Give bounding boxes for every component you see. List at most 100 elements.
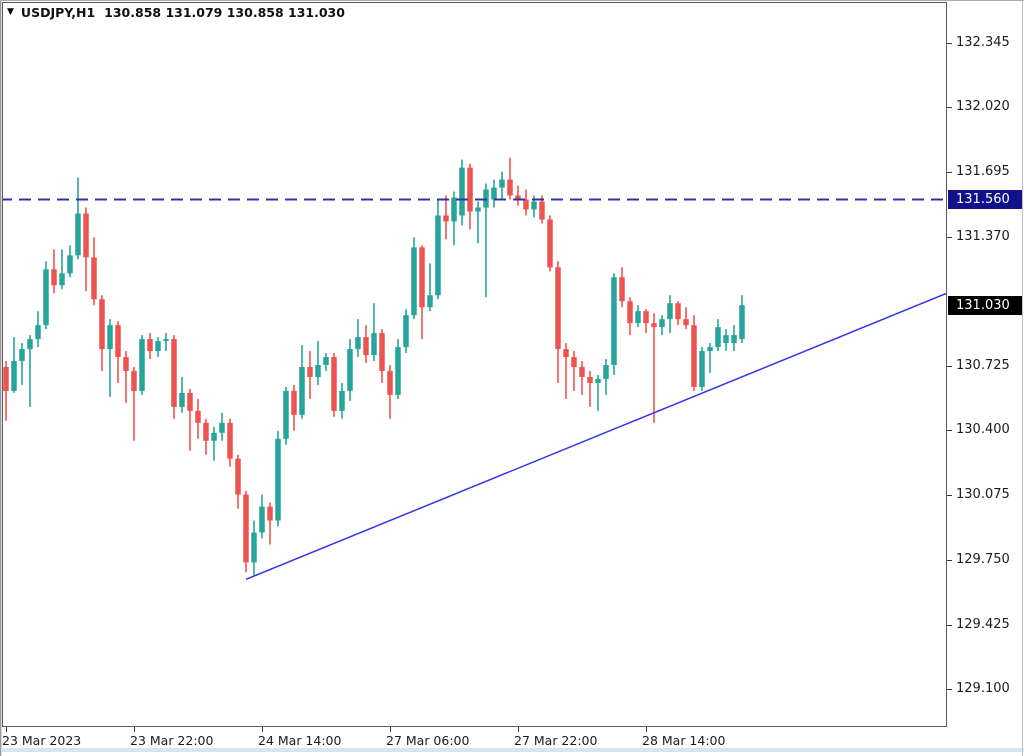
candle xyxy=(227,418,233,467)
time-tick xyxy=(134,727,135,732)
candle xyxy=(523,189,529,216)
candle xyxy=(435,199,441,300)
candle xyxy=(123,351,129,403)
candle xyxy=(683,307,689,330)
time-axis-label: 24 Mar 14:00 xyxy=(258,733,342,748)
price-tick xyxy=(947,559,952,561)
candle xyxy=(67,245,73,278)
ohlc-quote-label: 130.858 131.079 130.858 131.030 xyxy=(104,4,345,20)
trendline[interactable] xyxy=(245,292,947,581)
candle xyxy=(51,249,57,294)
candle xyxy=(563,343,569,399)
candle xyxy=(651,313,657,423)
time-tick xyxy=(390,727,391,732)
candle xyxy=(691,315,697,391)
time-axis-label: 27 Mar 06:00 xyxy=(386,733,470,748)
candle xyxy=(387,365,393,419)
candle xyxy=(179,376,185,413)
symbol-header: ▼ USDJPY,H1 130.858 131.079 130.858 131.… xyxy=(7,4,345,20)
candle xyxy=(739,295,745,344)
candle xyxy=(715,319,721,352)
candle xyxy=(219,412,225,441)
candle xyxy=(235,454,241,509)
candle xyxy=(427,263,433,312)
candle xyxy=(579,361,585,395)
candle xyxy=(11,337,17,393)
price-axis-label: 131.695 xyxy=(956,164,1010,180)
price-axis-label: 129.100 xyxy=(956,681,1010,697)
price-axis-label: 130.075 xyxy=(956,487,1010,503)
candle xyxy=(155,337,161,358)
time-axis-label: 27 Mar 22:00 xyxy=(514,733,598,748)
candle xyxy=(403,309,409,354)
candle xyxy=(43,261,49,330)
price-tick xyxy=(947,42,952,44)
candle xyxy=(163,333,169,352)
time-tick xyxy=(262,727,263,732)
candle xyxy=(211,426,217,461)
candle xyxy=(307,351,313,399)
candle xyxy=(291,384,297,431)
candle xyxy=(299,345,305,419)
time-tick xyxy=(646,727,647,732)
price-tick xyxy=(947,236,952,238)
candle xyxy=(515,185,521,206)
candle xyxy=(147,333,153,360)
candle xyxy=(75,177,81,260)
candle xyxy=(587,370,593,407)
price-tick xyxy=(947,365,952,367)
candle xyxy=(171,335,177,419)
candle xyxy=(99,295,105,371)
candle xyxy=(635,305,641,328)
candle xyxy=(659,315,665,336)
candle xyxy=(507,157,513,200)
candle xyxy=(483,183,489,298)
price-axis-label: 130.725 xyxy=(956,357,1010,373)
candle xyxy=(363,325,369,364)
candle xyxy=(499,171,505,200)
candle xyxy=(187,388,193,451)
candle xyxy=(675,301,681,326)
candle xyxy=(443,195,449,240)
candle xyxy=(603,359,609,395)
price-axis-label: 129.425 xyxy=(956,616,1010,632)
candle xyxy=(467,163,473,230)
candle xyxy=(131,366,137,441)
candle xyxy=(267,502,273,545)
candle xyxy=(627,297,633,336)
candle xyxy=(371,303,377,362)
price-tick xyxy=(947,624,952,626)
candle xyxy=(115,321,121,383)
price-axis-label: 129.750 xyxy=(956,551,1010,567)
price-axis-label: 132.345 xyxy=(956,34,1010,50)
candle xyxy=(339,382,345,419)
symbol-dropdown-icon[interactable]: ▼ xyxy=(7,7,14,17)
candle xyxy=(203,418,209,455)
candle xyxy=(195,398,201,439)
candle xyxy=(315,341,321,385)
candle xyxy=(107,319,113,397)
plot-area xyxy=(3,157,947,581)
price-tick xyxy=(947,689,952,691)
candle xyxy=(331,353,337,417)
candle xyxy=(595,374,601,411)
candle xyxy=(547,215,553,272)
time-axis-label: 28 Mar 14:00 xyxy=(642,733,726,748)
candle xyxy=(59,249,65,290)
candle xyxy=(707,343,713,373)
candle xyxy=(667,295,673,334)
candle xyxy=(355,319,361,358)
candle xyxy=(451,191,457,246)
candle xyxy=(323,353,329,371)
candle xyxy=(491,179,497,208)
candle xyxy=(643,309,649,334)
candle xyxy=(3,361,9,421)
candle xyxy=(475,201,481,244)
candle xyxy=(347,339,353,401)
candle xyxy=(611,273,617,375)
candle xyxy=(19,343,25,385)
symbol-timeframe-label: USDJPY,H1 xyxy=(20,4,96,20)
candle xyxy=(259,494,265,539)
